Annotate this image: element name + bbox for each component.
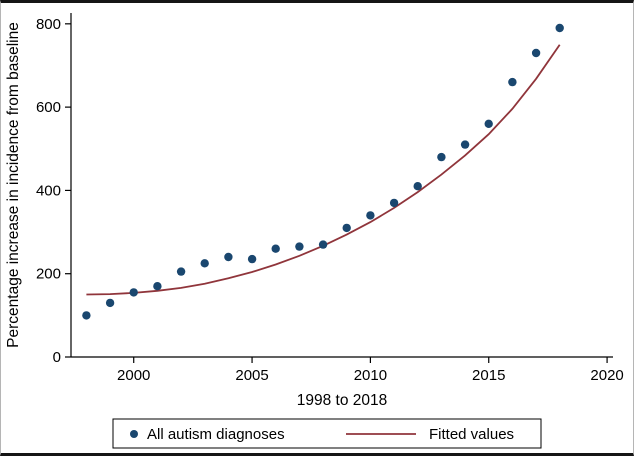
y-tick-label: 0: [53, 349, 61, 366]
data-point: [129, 288, 138, 297]
y-tick-label: 600: [36, 99, 61, 116]
scatter-points: [82, 23, 564, 320]
y-tick-label: 400: [36, 182, 61, 199]
data-point: [247, 254, 257, 264]
data-point: [176, 267, 186, 276]
x-tick-label: 2015: [472, 367, 505, 384]
x-tick-label: 2010: [354, 367, 387, 384]
chart: 0 200 400 600 800 2000 2005 2010 2015 2020 Perce…: [5, 13, 624, 449]
data-point: [413, 182, 422, 191]
x-tick-label: 2005: [235, 367, 268, 384]
data-point: [342, 223, 351, 233]
legend-scatter-marker-icon: [130, 430, 138, 438]
data-point: [295, 242, 304, 251]
legend: All autism diagnoses Fitted values: [112, 418, 542, 449]
data-point: [531, 48, 541, 58]
data-point: [318, 240, 328, 249]
data-point: [366, 211, 375, 220]
legend-label-scatter: All autism diagnoses: [147, 426, 285, 443]
data-point: [82, 311, 91, 320]
data-point: [460, 140, 470, 149]
data-point: [508, 77, 517, 87]
y-axis-label: Percentage increase in incidence from ba…: [5, 22, 22, 348]
y-tick-label: 200: [36, 266, 61, 283]
data-point: [200, 259, 209, 268]
data-point: [437, 152, 446, 162]
x-tick-label: 2020: [590, 367, 623, 384]
legend-box: [112, 418, 542, 449]
x-tick-label: 2000: [117, 367, 150, 384]
legend-label-line: Fitted values: [429, 426, 514, 443]
data-point: [555, 23, 564, 33]
fitted-line: [86, 44, 561, 296]
x-axis-label: 1998 to 2018: [297, 392, 388, 409]
data-point: [389, 198, 399, 208]
x-tick-group: 2000 2005 2010 2015 2020: [117, 357, 624, 384]
data-point: [484, 119, 493, 128]
y-tick-label: 800: [36, 16, 61, 33]
data-point: [224, 252, 233, 262]
data-point: [153, 282, 162, 291]
y-tick-group: 0 200 400 600 800: [36, 16, 71, 366]
data-point: [105, 298, 115, 308]
data-point: [271, 244, 280, 253]
